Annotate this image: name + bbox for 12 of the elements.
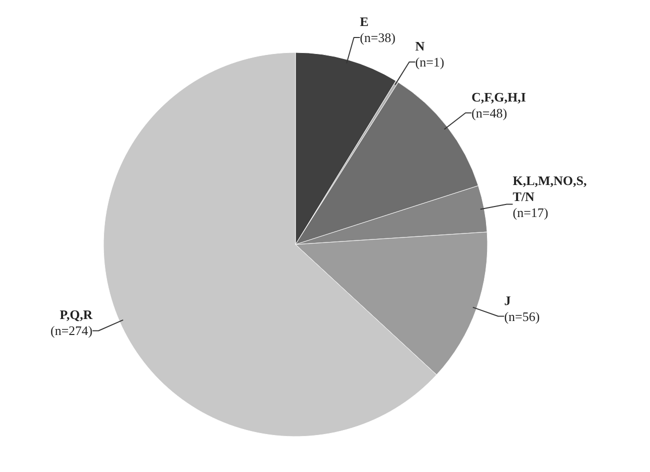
slice-label: N — [415, 38, 426, 54]
data-label: (n=17) — [512, 204, 548, 220]
data-label: (n=48) — [472, 105, 508, 120]
slice-label: E — [360, 14, 369, 30]
slice-label: C,F,G,H,I — [472, 89, 526, 104]
slice-label: K,L,M,NO,S,T/N — [512, 172, 587, 204]
data-label: (n=38) — [360, 30, 396, 46]
data-label: (n=1) — [415, 54, 444, 70]
data-label: (n=56) — [504, 308, 540, 324]
slice-label: J — [504, 292, 512, 308]
slice-label: P,Q,R — [60, 307, 94, 322]
data-label: (n=274) — [50, 323, 93, 338]
